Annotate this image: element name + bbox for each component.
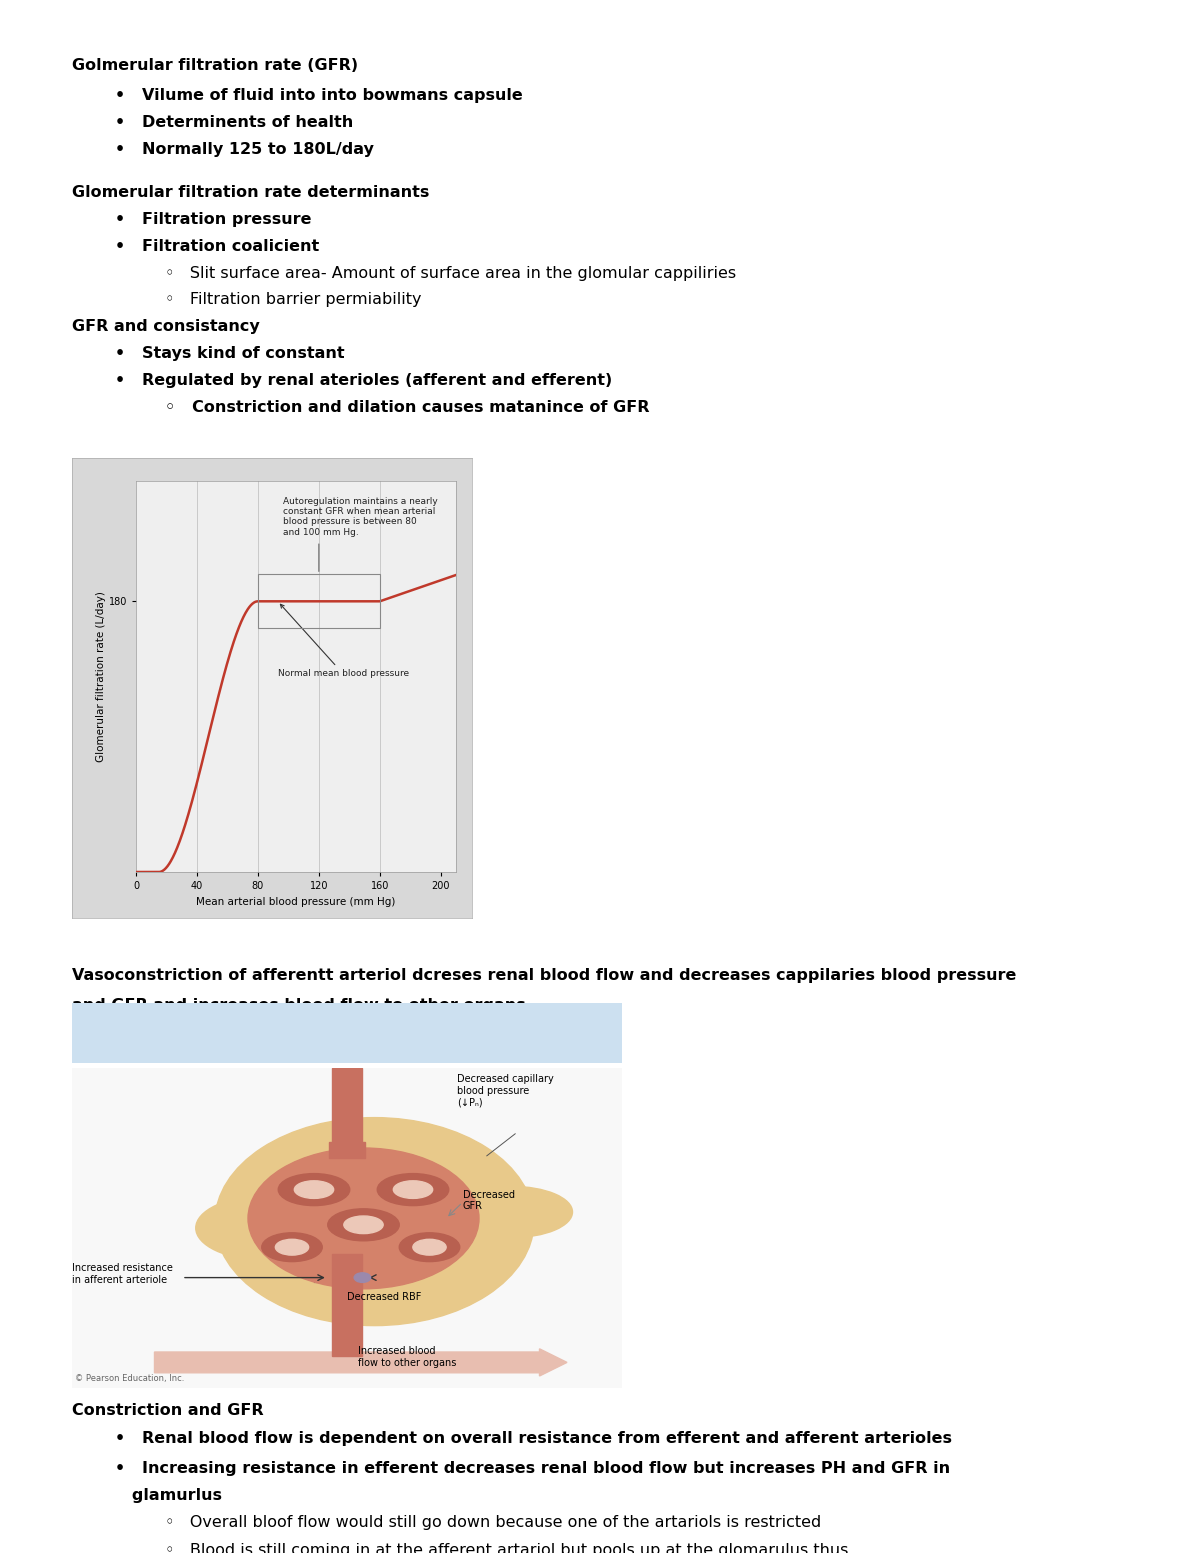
Text: •   Increasing resistance in efferent decreases renal blood flow but increases P: • Increasing resistance in efferent decr… bbox=[115, 1461, 950, 1475]
Text: Decreased
GFR: Decreased GFR bbox=[462, 1190, 515, 1211]
Bar bbox=[329, 1141, 365, 1157]
Bar bbox=[331, 1253, 362, 1356]
Bar bbox=[258, 575, 380, 629]
Text: Decreased RBF: Decreased RBF bbox=[347, 1292, 421, 1301]
Ellipse shape bbox=[215, 1118, 534, 1326]
Text: •   Regulated by renal aterioles (afferent and efferent): • Regulated by renal aterioles (afferent… bbox=[115, 373, 612, 388]
Ellipse shape bbox=[344, 1216, 383, 1233]
Ellipse shape bbox=[278, 1174, 349, 1205]
Text: •   Filtration coalicient: • Filtration coalicient bbox=[115, 239, 319, 255]
Text: •   Renal blood flow is dependent on overall resistance from efferent and affere: • Renal blood flow is dependent on overa… bbox=[115, 1430, 952, 1446]
Text: Autoregulation maintains a nearly
constant GFR when mean arterial
blood pressure: Autoregulation maintains a nearly consta… bbox=[283, 497, 438, 537]
FancyArrow shape bbox=[155, 1350, 568, 1376]
Circle shape bbox=[354, 1273, 371, 1283]
Text: •   Determinents of health: • Determinents of health bbox=[115, 115, 353, 130]
Text: Golmerular filtration rate (GFR): Golmerular filtration rate (GFR) bbox=[72, 57, 358, 73]
Ellipse shape bbox=[394, 1180, 433, 1199]
Text: ◦   Overall bloof flow would still go down because one of the artariols is restr: ◦ Overall bloof flow would still go down… bbox=[166, 1516, 821, 1530]
Text: •   Stays kind of constant: • Stays kind of constant bbox=[115, 346, 344, 360]
Text: •   Normally 125 to 180L/day: • Normally 125 to 180L/day bbox=[115, 141, 374, 157]
Text: ◦   Constriction and dilation causes matanince of GFR: ◦ Constriction and dilation causes matan… bbox=[166, 401, 649, 415]
Ellipse shape bbox=[451, 1186, 572, 1238]
Text: ◦   Slit surface area- Amount of surface area in the glomular cappiliries: ◦ Slit surface area- Amount of surface a… bbox=[166, 266, 736, 281]
Text: Increased blood
flow to other organs: Increased blood flow to other organs bbox=[358, 1346, 456, 1368]
Text: Decreased capillary
blood pressure
(↓Pₙ): Decreased capillary blood pressure (↓Pₙ) bbox=[457, 1075, 553, 1107]
Ellipse shape bbox=[275, 1239, 308, 1255]
Ellipse shape bbox=[196, 1196, 334, 1259]
Text: •   Vilume of fluid into into bowmans capsule: • Vilume of fluid into into bowmans caps… bbox=[115, 89, 523, 102]
Text: Vasoconstriction of afferentt arteriol dcreses renal blood flow and decreases ca: Vasoconstriction of afferentt arteriol d… bbox=[72, 968, 1016, 983]
Text: Normal mean blood pressure: Normal mean blood pressure bbox=[277, 604, 409, 679]
Text: ◦   Filtration barrier permiability: ◦ Filtration barrier permiability bbox=[166, 292, 421, 307]
Y-axis label: Glomerular filtration rate (L/day): Glomerular filtration rate (L/day) bbox=[96, 592, 106, 763]
Bar bbox=[331, 1068, 362, 1148]
X-axis label: Mean arterial blood pressure (mm Hg): Mean arterial blood pressure (mm Hg) bbox=[197, 896, 396, 907]
Text: ◦   Blood is still coming in at the afferent artariol but pools up at the glomar: ◦ Blood is still coming in at the affere… bbox=[166, 1544, 848, 1553]
Text: •   Filtration pressure: • Filtration pressure bbox=[115, 213, 312, 227]
Text: Glomerular filtration rate determinants: Glomerular filtration rate determinants bbox=[72, 185, 430, 200]
Ellipse shape bbox=[377, 1174, 449, 1205]
Ellipse shape bbox=[413, 1239, 446, 1255]
Text: glamurlus: glamurlus bbox=[115, 1488, 222, 1503]
Ellipse shape bbox=[294, 1180, 334, 1199]
Ellipse shape bbox=[400, 1233, 460, 1261]
Text: © Pearson Education, Inc.: © Pearson Education, Inc. bbox=[74, 1374, 184, 1384]
Text: and GFR and increases blood flow to other organs: and GFR and increases blood flow to othe… bbox=[72, 999, 526, 1013]
Text: (d) Vasoconstriction of the afferent arteriole increases resistance and
     dec: (d) Vasoconstriction of the afferent art… bbox=[80, 1008, 492, 1036]
Ellipse shape bbox=[248, 1148, 479, 1289]
Ellipse shape bbox=[328, 1208, 400, 1241]
Text: Constriction and GFR: Constriction and GFR bbox=[72, 1402, 264, 1418]
Text: GFR and consistancy: GFR and consistancy bbox=[72, 318, 259, 334]
Text: Increased resistance
in afferent arteriole: Increased resistance in afferent arterio… bbox=[72, 1263, 173, 1284]
Ellipse shape bbox=[262, 1233, 323, 1261]
